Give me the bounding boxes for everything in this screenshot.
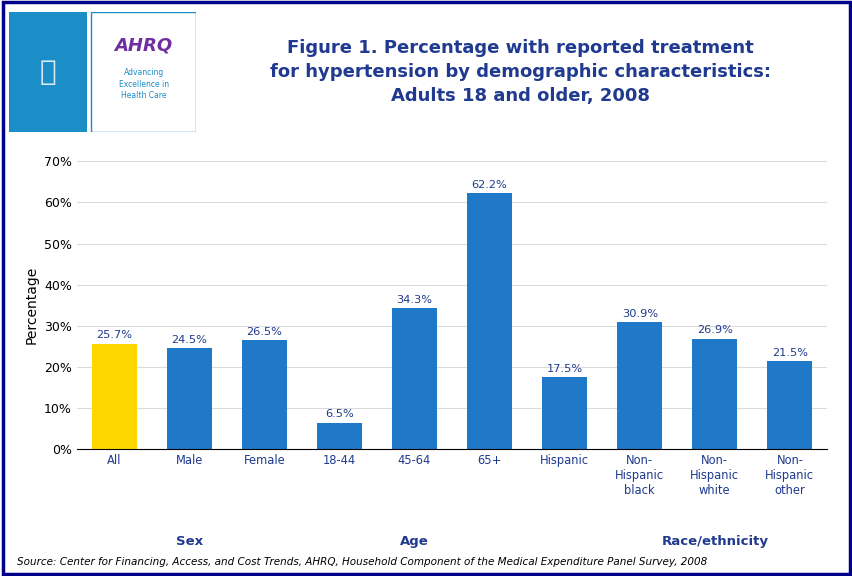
Text: 62.2%: 62.2% (471, 180, 507, 190)
Text: Advancing
Excellence in
Health Care: Advancing Excellence in Health Care (118, 69, 169, 100)
Text: 30.9%: 30.9% (621, 309, 657, 319)
Text: Age: Age (400, 535, 429, 548)
Text: Sex: Sex (176, 535, 203, 548)
Text: 6.5%: 6.5% (325, 409, 354, 419)
Text: 25.7%: 25.7% (96, 330, 132, 340)
Bar (392, 308, 436, 449)
Bar (542, 377, 586, 449)
Text: 21.5%: 21.5% (771, 347, 807, 358)
FancyBboxPatch shape (91, 12, 196, 132)
Text: 24.5%: 24.5% (171, 335, 207, 345)
Text: 🦅: 🦅 (39, 58, 56, 86)
Bar (767, 361, 811, 449)
Bar (317, 423, 361, 449)
Text: AHRQ: AHRQ (114, 36, 172, 54)
Text: Source: Center for Financing, Access, and Cost Trends, AHRQ, Household Component: Source: Center for Financing, Access, an… (17, 558, 706, 567)
Bar (467, 194, 511, 449)
Text: Race/ethnicity: Race/ethnicity (660, 535, 768, 548)
FancyBboxPatch shape (9, 12, 87, 132)
Bar (617, 322, 661, 449)
Y-axis label: Percentage: Percentage (25, 266, 38, 344)
Bar (167, 348, 211, 449)
Text: 17.5%: 17.5% (546, 364, 582, 374)
Text: 34.3%: 34.3% (396, 295, 432, 305)
Text: 26.9%: 26.9% (696, 325, 732, 335)
Text: 26.5%: 26.5% (246, 327, 282, 337)
Bar (242, 340, 286, 449)
Text: Figure 1. Percentage with reported treatment
for hypertension by demographic cha: Figure 1. Percentage with reported treat… (269, 39, 770, 105)
Bar (92, 343, 136, 449)
Bar (692, 339, 736, 449)
